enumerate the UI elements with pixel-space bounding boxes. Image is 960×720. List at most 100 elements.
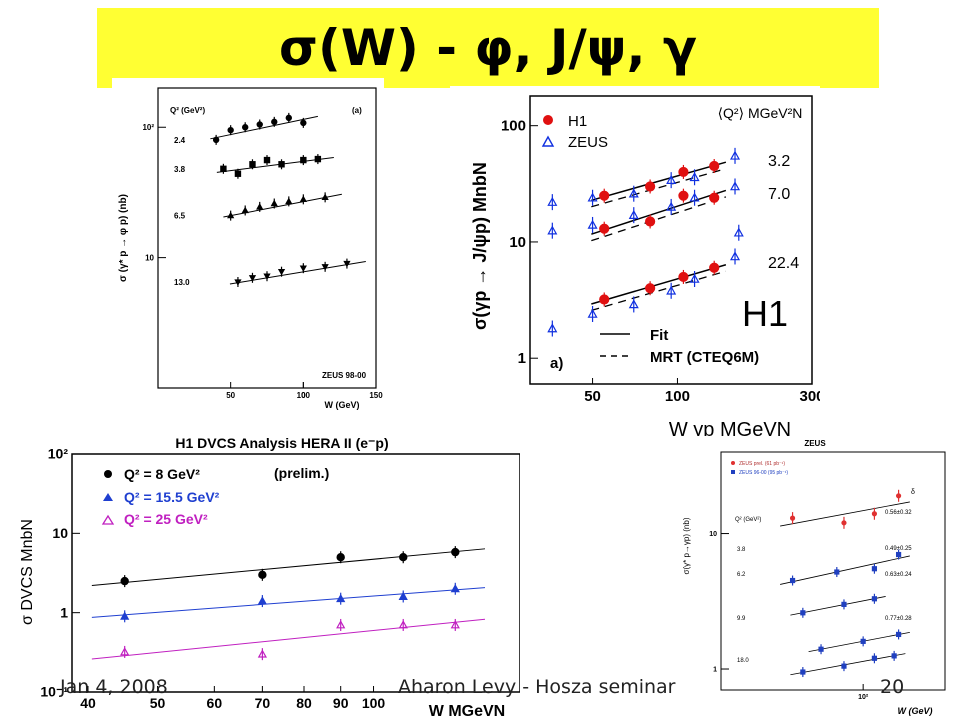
x-tick-label: 100 (665, 388, 690, 405)
fit-line (591, 168, 727, 208)
x-tick-label: 10² (858, 694, 869, 701)
zeus-data-point (628, 188, 639, 198)
fit-legend-label: Fit (650, 327, 668, 344)
x-tick-label: 50 (150, 695, 166, 711)
fit-line (808, 631, 910, 653)
footer-page-number: 20 (880, 676, 905, 698)
fit-line (91, 587, 486, 618)
experiment-label: ZEUS 98-00 (322, 371, 367, 380)
data-point (234, 279, 242, 286)
data-point (120, 576, 129, 586)
fit-line (780, 501, 910, 527)
y-tick-label: 1 (518, 350, 526, 367)
zeus-dvcs-chart: ZEUS σ(γ* p→γp) (nb) W (GeV) ZEUS prel. … (675, 436, 957, 720)
data-point (321, 264, 329, 271)
legend-label-1: Q² = 8 GeV² (124, 466, 200, 482)
fit-line (223, 193, 342, 218)
q2-label-3: 22.4 (768, 255, 799, 272)
data-point (300, 119, 307, 127)
mrt-legend-label: MRT (CTEQ6M) (650, 349, 759, 366)
plot-frame (529, 95, 813, 385)
legend-zeus-label: ZEUS (568, 134, 608, 151)
data-point (248, 275, 257, 282)
plot-frame (157, 87, 377, 389)
zeus-phi-chart: σ (γ* p → φ p) (nb) W (GeV) Q² (GeV²) (a… (112, 78, 384, 416)
data-point (212, 136, 220, 144)
y-tick-label: 10 (709, 531, 717, 538)
zeus-data-point (689, 172, 700, 182)
data-point (258, 570, 267, 580)
x-tick-label: 80 (296, 695, 312, 711)
legend-marker-1 (731, 461, 735, 465)
x-tick-label: 70 (255, 695, 271, 711)
y-tick-label: 10 (509, 234, 526, 251)
data-point (277, 269, 286, 276)
y-tick-label: 1 (713, 666, 717, 673)
data-point (285, 114, 292, 122)
x-tick-label: 100 (297, 391, 311, 400)
zeus-data-point (547, 225, 558, 235)
y-tick-label: 10² (142, 123, 154, 132)
zeus-data-point (628, 299, 639, 309)
q2-label: 13.0 (174, 278, 190, 287)
data-point (263, 273, 271, 281)
zeus-data-point (729, 251, 741, 261)
blue-data-point (800, 669, 806, 675)
zeus-data-point (689, 192, 700, 202)
data-point (256, 121, 263, 128)
fit-line (790, 653, 906, 676)
x-tick-label: 50 (584, 388, 601, 405)
data-point (336, 593, 346, 603)
title-banner: σ(W) - φ, J/ψ, γ (97, 8, 879, 88)
blue-data-point (871, 596, 878, 602)
fit-line (216, 156, 334, 173)
x-tick-label: 150 (369, 391, 383, 400)
x-tick-label: 40 (80, 695, 96, 711)
y-tick-label: 10⁻¹ (40, 684, 68, 700)
data-point (398, 620, 408, 629)
data-point (257, 596, 267, 605)
fit-line (591, 270, 727, 312)
data-point (321, 193, 329, 201)
h1-data-point (678, 271, 689, 283)
data-point (399, 553, 408, 562)
h1-dvcs-chart: H1 DVCS Analysis HERA II (e⁻p) σ DVCS Μn… (12, 432, 521, 720)
x-tick-label: 0 (301, 391, 306, 400)
legend-label-2: Q² = 15.5 GeV² (124, 489, 220, 505)
zeus-data-point (587, 219, 598, 229)
legend-title: Q² (GeV²) (170, 106, 205, 115)
data-point (300, 156, 307, 164)
delta-value-1: 0.56±0.32 (885, 510, 912, 516)
y-axis-label: σ(γ* p→γp) (nb) (682, 517, 691, 574)
data-point (227, 211, 235, 219)
q2-label-2: 7.0 (768, 186, 790, 203)
data-point (271, 118, 278, 126)
legend-title: ⟨Q²⟩ ΜGeV²Ν (718, 105, 803, 121)
q2-label: 2.4 (174, 136, 186, 145)
data-point (120, 611, 130, 620)
data-point (285, 197, 293, 205)
q2-label-4: 18.0 (737, 658, 749, 664)
y-tick-label: 10 (52, 525, 68, 541)
data-point (299, 195, 307, 203)
legend-marker-2 (731, 470, 735, 474)
h1-data-point (678, 190, 689, 201)
delta-value-2: 0.49±0.25 (885, 546, 912, 552)
data-point (451, 547, 460, 557)
x-axis-label: W (GeV) (898, 706, 933, 716)
legend-marker-3 (101, 514, 115, 525)
chart-subtitle: (prelim.) (274, 465, 329, 481)
blue-data-point (834, 569, 840, 575)
plot-frame (720, 451, 946, 691)
h1-data-point (599, 223, 610, 234)
legend-h1-label: H1 (568, 113, 587, 130)
data-point (234, 170, 242, 177)
y-axis-label: σ DVCS ΜnbΝ (19, 519, 36, 625)
blue-data-point (871, 655, 878, 661)
x-axis-label: W ΜGeVΝ (429, 703, 505, 720)
fit-line (91, 548, 486, 587)
y-tick-label: 10² (48, 446, 69, 462)
y-axis-label: σ (γ* p → φ p) (nb) (118, 194, 129, 282)
zeus-data-point (733, 227, 744, 237)
slide-title: σ(W) - φ, J/ψ, γ (279, 19, 697, 77)
